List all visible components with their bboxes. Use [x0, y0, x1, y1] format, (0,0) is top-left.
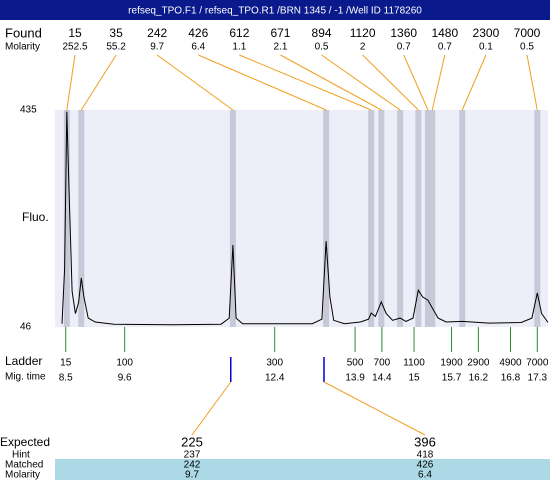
matched-label: Matched [5, 460, 43, 471]
found-size: 1360 [390, 26, 417, 40]
found-connector [239, 54, 372, 111]
found-connector [403, 54, 429, 111]
found-connector [362, 54, 419, 111]
mig-time: 13.9 [345, 373, 365, 384]
found-band [63, 110, 70, 327]
ladder-size: 7000 [526, 358, 549, 369]
found-molarity: 1.1 [232, 42, 246, 53]
mig-time: 9.6 [118, 373, 132, 384]
found-molarity: 252.5 [62, 42, 87, 53]
ladder-size: 15 [60, 358, 72, 369]
found-molarity: 0.1 [479, 42, 493, 53]
found-size: 426 [188, 26, 208, 40]
found-band [415, 110, 422, 327]
mig-time: 15 [408, 373, 420, 384]
found-size: 1480 [431, 26, 458, 40]
found-connector [280, 54, 382, 111]
found-molarity: 2.1 [274, 42, 288, 53]
found-band [424, 110, 431, 327]
found-connector [66, 54, 76, 111]
found-connector [156, 54, 234, 111]
mig-time-label: Mig. time [5, 372, 46, 383]
ladder-size: 4900 [499, 358, 522, 369]
found-molarity: 0.5 [520, 42, 534, 53]
matched-size: 426 [417, 460, 434, 471]
found-size: 7000 [514, 26, 541, 40]
y-axis-label: Fluo. [22, 210, 49, 224]
found-label: Found [5, 25, 42, 40]
mig-time: 12.4 [265, 373, 285, 384]
found-molarity: 2 [360, 42, 366, 53]
found-molarity: 55.2 [106, 42, 126, 53]
matched-size: 242 [184, 460, 201, 471]
found-size: 242 [147, 26, 167, 40]
found-band [378, 110, 385, 327]
found-connector [198, 54, 327, 111]
found-band [78, 110, 85, 327]
plot-area [55, 110, 548, 327]
expected-label: Expected [0, 435, 50, 449]
mig-time: 15.7 [442, 373, 462, 384]
found-band [459, 110, 466, 327]
title-bar [0, 0, 550, 20]
molarity-label: Molarity [5, 42, 40, 53]
mig-time: 14.4 [372, 373, 392, 384]
found-connector [431, 54, 446, 111]
found-size: 671 [270, 26, 290, 40]
found-size: 1120 [350, 26, 376, 40]
found-molarity: 6.4 [191, 42, 205, 53]
found-molarity: 0.5 [315, 42, 329, 53]
found-band [368, 110, 375, 327]
hint-label: Hint [12, 450, 30, 461]
mig-time: 16.2 [469, 373, 489, 384]
chart-title: refseq_TPO.F1 / refseq_TPO.R1 /BRN 1345 … [128, 6, 422, 17]
matched-highlight [55, 459, 550, 480]
ladder-size: 1900 [440, 358, 463, 369]
found-connector [80, 54, 117, 111]
y-tick-label: 46 [20, 322, 32, 333]
found-size: 2300 [473, 26, 500, 40]
found-band [397, 110, 404, 327]
found-band [323, 110, 330, 327]
expected-connector [323, 381, 426, 436]
found-band [429, 110, 436, 327]
found-connector [526, 54, 538, 111]
ladder-size: 100 [116, 358, 133, 369]
found-molarity: 0.7 [397, 42, 411, 53]
found-molarity: 9.7 [150, 42, 164, 53]
expected-size: 396 [414, 434, 436, 449]
ladder-size: 300 [266, 358, 283, 369]
y-tick-label: 435 [20, 105, 37, 116]
found-connector [461, 54, 487, 111]
found-connector [321, 54, 401, 111]
found-band [229, 110, 236, 327]
found-size: 894 [312, 26, 332, 40]
ladder-size: 700 [374, 358, 391, 369]
found-band [534, 110, 541, 327]
expected-size: 225 [181, 434, 203, 449]
molarity-row-label: Molarity [5, 470, 40, 480]
matched-molarity: 9.7 [185, 470, 199, 480]
trace [61, 111, 549, 326]
found-size: 15 [68, 26, 82, 40]
mig-time: 8.5 [59, 373, 73, 384]
found-molarity: 0.7 [438, 42, 452, 53]
found-size: 35 [109, 26, 123, 40]
ladder-size: 2900 [467, 358, 490, 369]
ladder-label: Ladder [5, 354, 42, 368]
mig-time: 17.3 [528, 373, 548, 384]
matched-molarity: 6.4 [418, 470, 432, 480]
ladder-size: 1100 [403, 358, 425, 369]
found-size: 612 [229, 26, 249, 40]
ladder-size: 500 [347, 358, 364, 369]
hint-size: 237 [184, 450, 201, 461]
mig-time: 16.8 [501, 373, 521, 384]
expected-connector [191, 381, 232, 436]
hint-size: 418 [417, 450, 434, 461]
